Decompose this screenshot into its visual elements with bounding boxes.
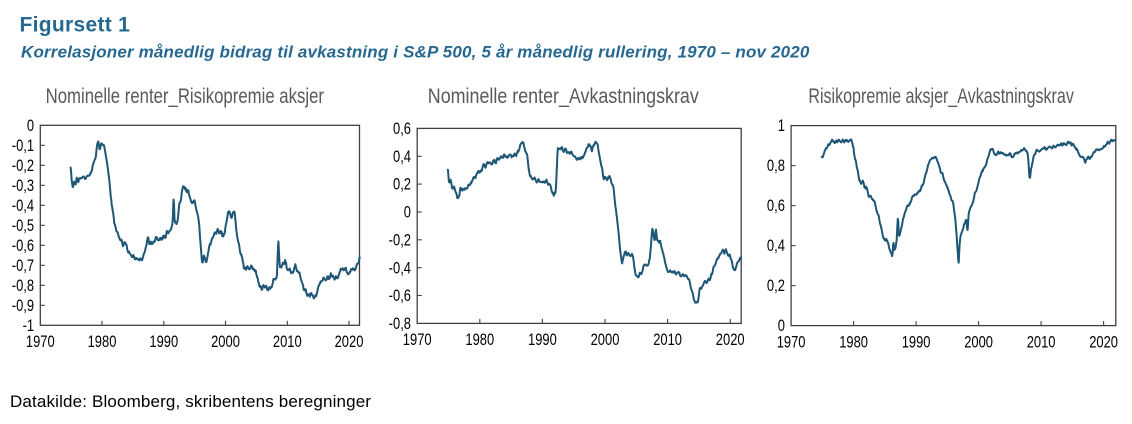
- svg-text:1980: 1980: [839, 334, 868, 352]
- svg-text:-0,9: -0,9: [12, 298, 34, 316]
- svg-text:2020: 2020: [335, 334, 364, 352]
- svg-text:-0,6: -0,6: [389, 288, 411, 306]
- svg-text:1970: 1970: [26, 334, 55, 352]
- svg-text:-0,4: -0,4: [12, 198, 34, 216]
- svg-text:0,6: 0,6: [767, 198, 785, 216]
- svg-text:0,2: 0,2: [767, 278, 785, 296]
- svg-text:2010: 2010: [653, 332, 682, 350]
- svg-text:Datakilde: Bloomberg, skribent: Datakilde: Bloomberg, skribentens beregn…: [10, 392, 371, 411]
- svg-text:Korrelasjoner månedlig bidrag: Korrelasjoner månedlig bidrag til avkast…: [21, 42, 810, 61]
- svg-text:-0,2: -0,2: [12, 158, 34, 176]
- svg-text:-1: -1: [23, 318, 35, 336]
- svg-text:0,6: 0,6: [393, 121, 411, 139]
- svg-text:1980: 1980: [465, 332, 494, 350]
- svg-text:0,4: 0,4: [767, 238, 785, 256]
- svg-text:0: 0: [778, 318, 785, 336]
- svg-text:2020: 2020: [716, 332, 745, 350]
- svg-text:-0,3: -0,3: [12, 178, 34, 196]
- svg-text:-0,7: -0,7: [12, 258, 34, 276]
- svg-text:1990: 1990: [902, 334, 931, 352]
- svg-text:1990: 1990: [149, 334, 178, 352]
- svg-text:0: 0: [27, 118, 34, 136]
- svg-text:1990: 1990: [528, 332, 557, 350]
- svg-text:0: 0: [404, 204, 411, 222]
- svg-text:2010: 2010: [273, 334, 302, 352]
- svg-text:Nominelle renter_Risikopremie: Nominelle renter_Risikopremie aksjer: [46, 85, 325, 108]
- svg-text:-0,6: -0,6: [12, 238, 34, 256]
- svg-text:Figursett 1: Figursett 1: [20, 13, 131, 36]
- svg-text:2010: 2010: [1027, 334, 1056, 352]
- svg-text:0,2: 0,2: [393, 176, 411, 194]
- svg-text:-0,1: -0,1: [12, 138, 34, 156]
- svg-text:0,4: 0,4: [393, 149, 411, 167]
- svg-text:1: 1: [778, 118, 785, 136]
- svg-text:-0,5: -0,5: [12, 218, 34, 236]
- svg-text:-0,2: -0,2: [389, 232, 411, 250]
- svg-text:-0,8: -0,8: [12, 278, 34, 296]
- svg-text:2000: 2000: [211, 334, 240, 352]
- svg-text:2000: 2000: [964, 334, 993, 352]
- svg-text:Nominelle renter_Avkastningskr: Nominelle renter_Avkastningskrav: [428, 84, 699, 108]
- svg-text:0,8: 0,8: [767, 158, 785, 176]
- svg-text:-0,4: -0,4: [389, 260, 411, 278]
- svg-text:2000: 2000: [591, 332, 620, 350]
- svg-text:1980: 1980: [88, 334, 117, 352]
- svg-text:-0,8: -0,8: [389, 316, 411, 334]
- svg-text:2020: 2020: [1089, 334, 1118, 352]
- svg-text:1970: 1970: [777, 334, 806, 352]
- svg-text:Risikopremie aksjer_Avkastning: Risikopremie aksjer_Avkastningskrav: [808, 85, 1074, 109]
- svg-text:1970: 1970: [403, 332, 432, 350]
